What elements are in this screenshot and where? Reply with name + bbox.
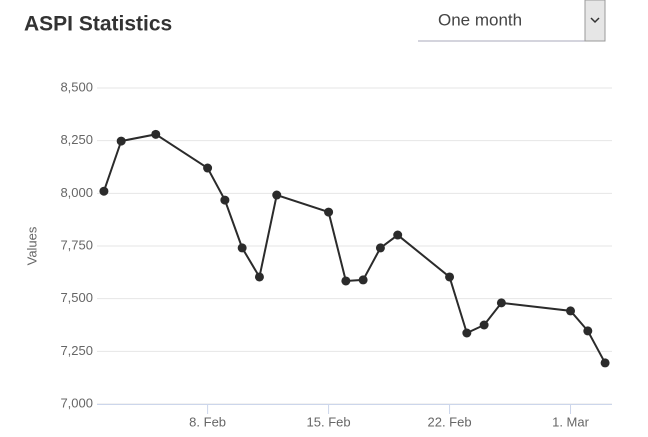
- x-tick-label: 22. Feb: [428, 414, 472, 429]
- data-point: [99, 186, 109, 196]
- y-tick-label: 8,250: [60, 132, 93, 147]
- data-point: [151, 129, 161, 139]
- x-tick-label: 8. Feb: [189, 414, 226, 429]
- series-line: [102, 133, 606, 364]
- chart-title: ASPI Statistics: [24, 13, 172, 36]
- y-axis-label: Values: [24, 226, 39, 265]
- x-tick-label: 1. Mar: [552, 414, 590, 429]
- y-tick-label: 7,000: [60, 395, 93, 410]
- data-point: [600, 358, 610, 368]
- x-tick-label: 15. Feb: [307, 414, 351, 429]
- y-tick-label: 8,000: [60, 185, 93, 200]
- y-tick-label: 7,250: [60, 343, 93, 358]
- data-point: [445, 272, 455, 282]
- dropdown-arrow: [590, 17, 600, 24]
- period-dropdown[interactable]: One month: [418, 0, 606, 42]
- data-point: [496, 298, 506, 308]
- data-point: [254, 272, 264, 282]
- y-tick-label: 8,500: [60, 79, 93, 94]
- dropdown-text: One month: [438, 10, 522, 29]
- data-point: [116, 136, 126, 146]
- data-point: [393, 230, 403, 240]
- data-point: [479, 320, 489, 330]
- data-point: [462, 328, 472, 338]
- data-point: [358, 275, 368, 285]
- data-point: [324, 207, 334, 217]
- data-point: [375, 243, 385, 253]
- data-point: [566, 306, 576, 316]
- y-tick-label: 7,750: [60, 237, 93, 252]
- data-point: [583, 326, 593, 336]
- dropdown-box: [418, 0, 605, 41]
- data-point: [220, 195, 230, 205]
- data-point: [237, 243, 247, 253]
- data-point: [203, 163, 213, 173]
- data-point: [272, 190, 282, 200]
- y-tick-label: 7,500: [60, 290, 93, 305]
- dropdown-button[interactable]: [584, 0, 606, 42]
- data-point: [341, 276, 351, 286]
